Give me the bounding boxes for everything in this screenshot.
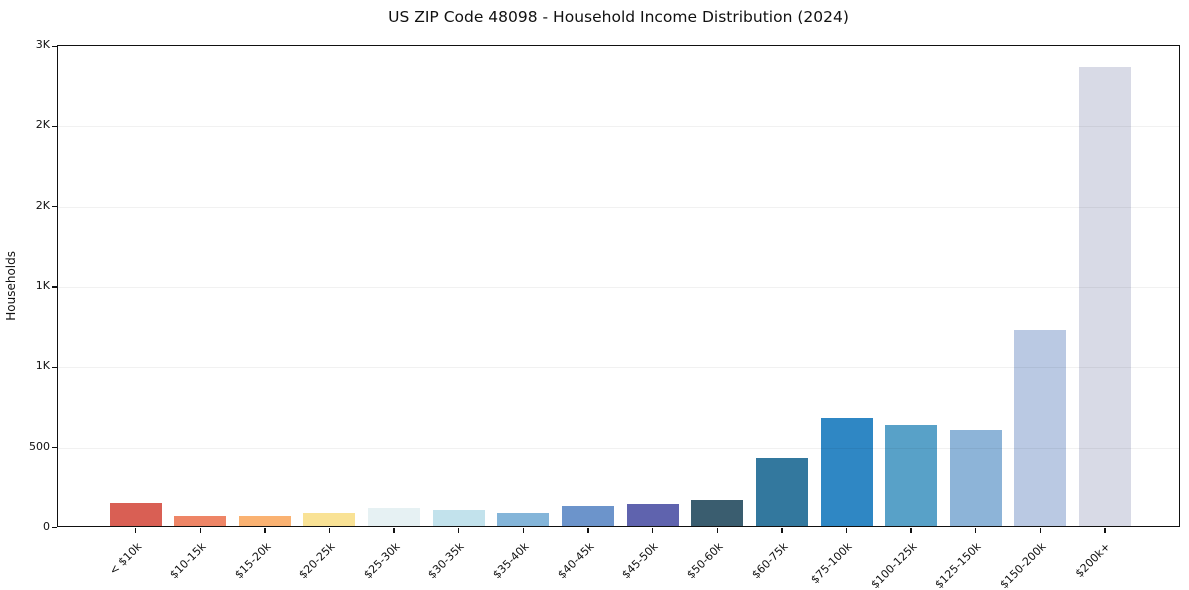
- y-axis-tick: [51, 46, 57, 48]
- x-axis-tick: [845, 527, 848, 533]
- x-axis-tick: [1104, 527, 1106, 533]
- x-tick-label: $20-25k: [296, 540, 338, 582]
- bar: [368, 508, 421, 526]
- y-tick-label: 3K: [35, 38, 50, 51]
- x-tick-label: $125-150k: [932, 540, 984, 590]
- x-tick-label: $15-20k: [231, 540, 274, 582]
- x-tick-label: $60-75k: [748, 540, 791, 582]
- bar: [432, 509, 485, 526]
- x-tick-label: $45-50k: [619, 540, 661, 582]
- x-axis-tick: [264, 527, 266, 533]
- x-axis-tick: [134, 527, 137, 533]
- x-axis-tick: [328, 527, 331, 533]
- bar: [1079, 67, 1132, 526]
- gridline: [58, 287, 1179, 288]
- x-tick-label: $40-45k: [554, 540, 597, 582]
- gridline: [58, 206, 1179, 208]
- y-axis-tick: [51, 446, 57, 449]
- x-axis-tick: [393, 527, 395, 533]
- y-axis-tick: [51, 286, 57, 288]
- gridline: [58, 367, 1179, 369]
- x-tick-label: < $10k: [106, 540, 144, 578]
- y-axis-tick: [51, 205, 57, 208]
- x-tick-label: $75-100k: [808, 540, 855, 587]
- y-tick-label: 0: [43, 520, 50, 533]
- y-tick-label: 1K: [35, 359, 50, 373]
- x-tick-label: $30-35k: [425, 540, 467, 582]
- bar: [174, 515, 227, 526]
- x-tick-label: $35-40k: [490, 540, 532, 582]
- bar: [497, 512, 550, 526]
- bar: [626, 504, 679, 526]
- x-tick-label: $200k+: [1073, 540, 1114, 581]
- bar: [949, 429, 1002, 526]
- y-tick-label: 2K: [35, 198, 50, 212]
- x-axis-tick: [910, 527, 912, 533]
- x-tick-label: $100-125k: [868, 540, 920, 590]
- chart-title: US ZIP Code 48098 - Household Income Dis…: [388, 8, 849, 26]
- gridline: [58, 447, 1179, 449]
- y-axis-tick: [51, 526, 57, 528]
- bar: [755, 457, 808, 526]
- x-tick-label: $150-200k: [997, 540, 1049, 590]
- bar: [562, 505, 614, 526]
- y-tick-label: 2K: [35, 118, 50, 132]
- x-axis-tick: [199, 527, 201, 533]
- y-axis-tick: [51, 366, 57, 369]
- bar: [303, 513, 356, 526]
- x-axis-tick: [651, 527, 654, 533]
- x-axis-tick: [1039, 527, 1042, 533]
- x-axis-tick: [716, 527, 718, 533]
- y-tick-label: 500: [29, 439, 50, 453]
- y-axis-tick: [51, 125, 57, 128]
- bar: [109, 502, 162, 526]
- x-tick-label: $50-60k: [684, 540, 726, 582]
- bar: [820, 417, 873, 526]
- x-tick-label: $10-15k: [167, 540, 209, 582]
- bar: [691, 499, 744, 526]
- x-axis-tick: [781, 527, 783, 533]
- x-axis-tick: [458, 527, 460, 533]
- bar: [238, 516, 291, 526]
- x-axis-tick: [587, 527, 589, 533]
- y-tick-label: 1K: [35, 279, 50, 292]
- x-axis-tick: [975, 527, 977, 533]
- gridline: [58, 126, 1179, 128]
- bar: [885, 424, 938, 526]
- bar: [1014, 330, 1067, 526]
- plot-area: [51, 45, 1180, 533]
- x-axis-tick: [522, 527, 525, 533]
- x-tick-label: $25-30k: [361, 540, 403, 582]
